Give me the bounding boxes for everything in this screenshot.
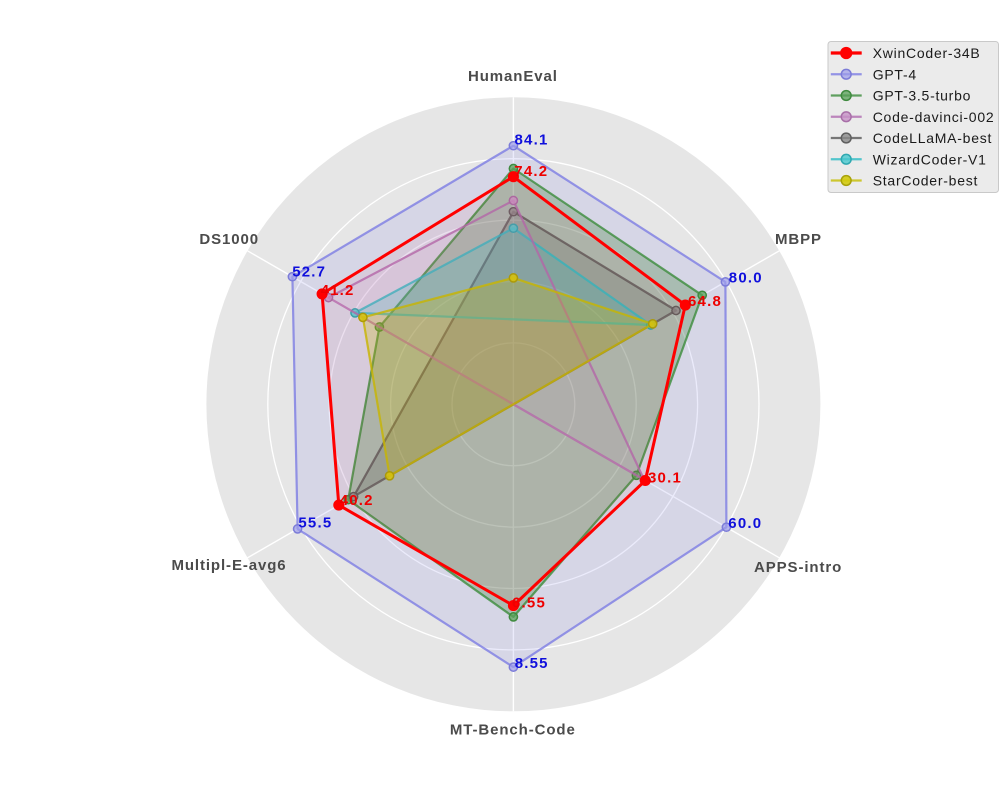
svg-text:MT-Bench-Code: MT-Bench-Code [450,722,576,739]
svg-text:WizardCoder-V1: WizardCoder-V1 [873,151,987,167]
svg-text:74.2: 74.2 [514,163,548,180]
svg-text:80.0: 80.0 [729,270,763,287]
svg-text:6.55: 6.55 [512,594,546,611]
svg-text:GPT-4: GPT-4 [873,66,917,82]
svg-text:CodeLLaMA-best: CodeLLaMA-best [873,130,992,146]
svg-text:Multipl-E-avg6: Multipl-E-avg6 [171,557,286,574]
svg-text:55.5: 55.5 [298,515,332,532]
svg-text:40.2: 40.2 [340,492,374,509]
svg-text:84.1: 84.1 [515,132,549,149]
svg-text:HumanEval: HumanEval [468,68,558,85]
svg-text:GPT-3.5-turbo: GPT-3.5-turbo [873,88,971,104]
svg-text:DS1000: DS1000 [199,231,259,248]
svg-text:41.2: 41.2 [321,282,355,299]
svg-text:MBPP: MBPP [775,231,822,248]
svg-text:8.55: 8.55 [515,655,549,672]
svg-text:60.0: 60.0 [728,515,762,532]
svg-text:APPS-intro: APPS-intro [754,559,842,576]
svg-text:StarCoder-best: StarCoder-best [873,173,978,189]
svg-text:XwinCoder-34B: XwinCoder-34B [873,45,981,61]
svg-text:Code-davinci-002: Code-davinci-002 [873,109,995,125]
svg-text:52.7: 52.7 [292,263,326,280]
svg-text:30.1: 30.1 [648,470,682,487]
svg-text:64.8: 64.8 [688,293,722,310]
